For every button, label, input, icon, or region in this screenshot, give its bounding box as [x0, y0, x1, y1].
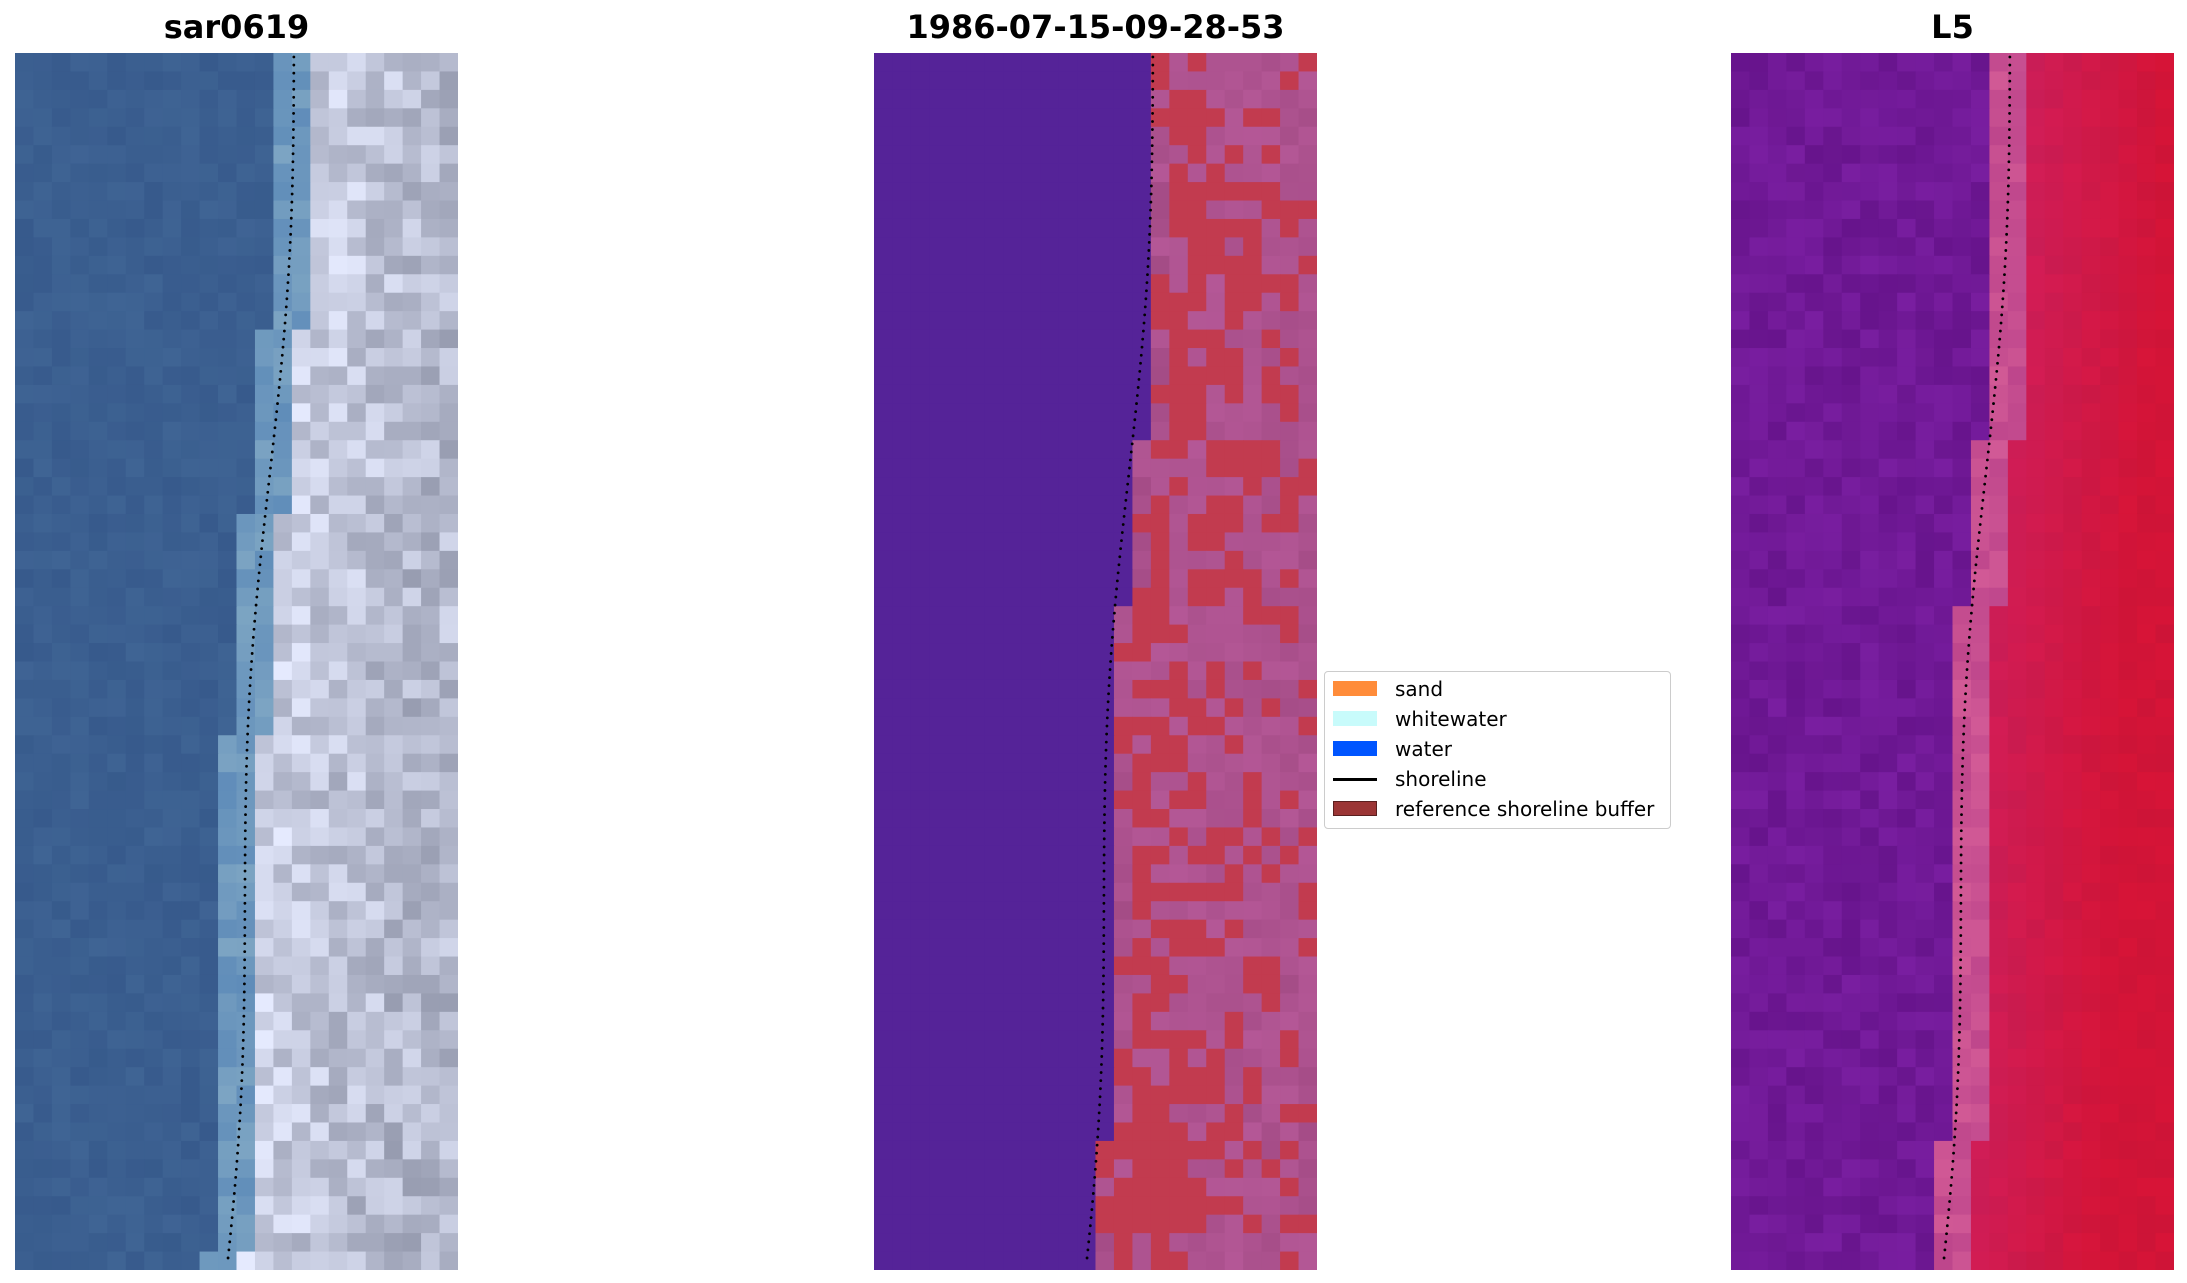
legend-item-water: water	[1333, 736, 1663, 762]
panel-title-sar0619: sar0619	[163, 8, 310, 46]
rgb-satellite-image	[15, 53, 458, 1270]
shoreline-points	[226, 55, 296, 1260]
rgb-satellite-svg	[15, 53, 458, 1270]
legend-label-reference-buffer: reference shoreline buffer	[1395, 797, 1655, 821]
panel-title-date: 1986-07-15-09-28-53	[906, 8, 1285, 46]
legend-item-shoreline: shoreline	[1333, 766, 1663, 792]
shoreline-points	[1085, 55, 1155, 1260]
panel-title-l5: L5	[1931, 8, 1974, 46]
legend-item-whitewater: whitewater	[1333, 706, 1663, 732]
legend: sand whitewater water shoreline referenc…	[1324, 671, 1671, 829]
reference-buffer-swatch	[1333, 801, 1377, 816]
index-svg	[1731, 53, 2174, 1270]
sand-swatch	[1333, 681, 1377, 696]
legend-item-reference-buffer: reference shoreline buffer	[1333, 796, 1663, 822]
classification-svg	[874, 53, 1317, 1270]
legend-label-whitewater: whitewater	[1395, 707, 1507, 731]
water-swatch	[1333, 741, 1377, 756]
legend-label-sand: sand	[1395, 677, 1444, 701]
legend-label-water: water	[1395, 737, 1452, 761]
legend-item-sand: sand	[1333, 676, 1663, 702]
whitewater-swatch	[1333, 711, 1377, 726]
shoreline-points	[1942, 55, 2012, 1260]
legend-label-shoreline: shoreline	[1395, 767, 1487, 791]
classification-image	[874, 53, 1317, 1270]
shoreline-line-swatch	[1333, 778, 1377, 781]
index-image	[1731, 53, 2174, 1270]
